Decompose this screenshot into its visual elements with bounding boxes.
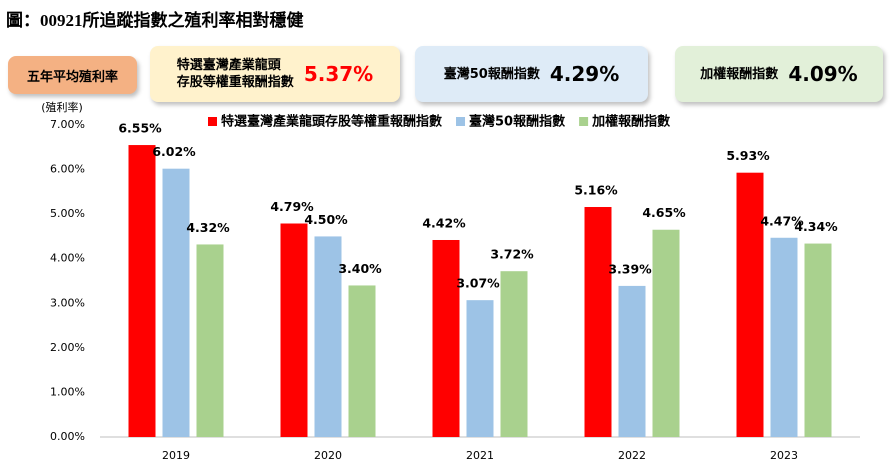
bar	[618, 285, 646, 437]
summary-name-line: 存股等權重報酬指數	[176, 75, 294, 90]
bar	[348, 285, 376, 437]
y-tick-label: 3.00%	[50, 296, 85, 309]
bar	[652, 229, 680, 437]
value-label: 4.50%	[304, 212, 348, 227]
legend-swatch	[456, 117, 466, 126]
value-label: 4.42%	[422, 215, 466, 230]
value-label: 5.16%	[574, 183, 618, 198]
bar	[466, 300, 494, 437]
value-label: 4.65%	[642, 205, 686, 220]
value-label: 3.07%	[456, 276, 500, 291]
value-label: 3.40%	[338, 261, 382, 276]
value-label: 5.93%	[726, 148, 770, 163]
summary-box: 臺灣50報酬指數 4.29%	[415, 46, 648, 102]
summary-box: 特選臺灣產業龍頭 存股等權重報酬指數 5.37%	[150, 46, 400, 102]
summary-name: 特選臺灣產業龍頭 存股等權重報酬指數	[177, 57, 294, 91]
summary-name: 臺灣50報酬指數	[444, 66, 540, 83]
legend-label: 臺灣50報酬指數	[469, 114, 565, 130]
summary-name-line: 加權報酬指數	[700, 66, 779, 82]
summary-label: 五年平均殖利率	[8, 56, 137, 94]
bar	[280, 223, 308, 437]
value-label: 6.55%	[118, 121, 162, 136]
bar	[432, 239, 460, 437]
summary-value: 5.37%	[303, 62, 374, 86]
x-tick-label: 2022	[618, 449, 646, 462]
legend-label: 加權報酬指數	[591, 114, 670, 130]
bar	[196, 244, 224, 437]
x-tick-label: 2021	[466, 449, 494, 462]
summary-name-line: 臺灣50報酬指數	[443, 66, 540, 82]
y-tick-label: 6.00%	[50, 163, 85, 176]
value-label: 3.72%	[490, 247, 534, 262]
legend-label: 特選臺灣產業龍頭存股等權重報酬指數	[221, 114, 442, 130]
x-tick-label: 2020	[314, 449, 342, 462]
bar	[162, 168, 190, 437]
bar	[804, 243, 832, 437]
y-tick-label: 0.00%	[50, 430, 85, 443]
x-tick-label: 2019	[162, 449, 190, 462]
value-label: 6.02%	[152, 144, 196, 159]
summary-value: 4.09%	[788, 62, 858, 86]
y-tick-label: 4.00%	[50, 252, 85, 265]
value-label: 3.39%	[608, 261, 652, 276]
y-axis-label: (殖利率)	[41, 100, 83, 114]
bar	[770, 237, 798, 437]
value-label: 4.32%	[186, 220, 230, 235]
bar	[736, 172, 764, 438]
summary-name-line: 特選臺灣產業龍頭	[176, 58, 281, 73]
value-label: 4.34%	[794, 219, 838, 234]
summary-name: 加權報酬指數	[700, 66, 778, 83]
value-label: 4.47%	[760, 213, 804, 228]
legend-swatch	[208, 117, 217, 126]
y-tick-label: 2.00%	[50, 341, 85, 354]
bar	[584, 207, 612, 437]
bar	[500, 271, 528, 437]
summary-value: 4.29%	[549, 62, 620, 86]
bar	[128, 145, 156, 438]
summary-box: 加權報酬指數 4.09%	[675, 46, 883, 102]
legend-swatch	[579, 117, 589, 126]
y-tick-label: 5.00%	[50, 207, 85, 220]
bar	[314, 236, 342, 437]
value-label: 4.79%	[270, 199, 314, 214]
page-title: 圖：00921所追蹤指數之殖利率相對穩健	[6, 11, 304, 30]
y-tick-label: 1.00%	[50, 385, 85, 398]
x-tick-label: 2023	[770, 449, 798, 462]
y-tick-label: 7.00%	[50, 118, 85, 131]
